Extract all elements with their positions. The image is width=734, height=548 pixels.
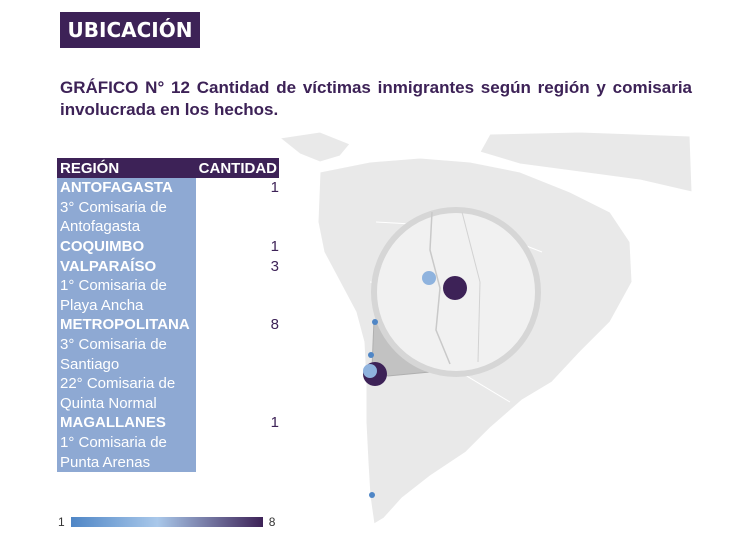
quantity-value: 8: [270, 316, 279, 334]
table-row: ANTOFAGASTA 1: [57, 178, 279, 198]
table-row: VALPARAÍSO 3: [57, 256, 279, 276]
region-name: METROPOLITANA: [57, 315, 196, 335]
table-body: ANTOFAGASTA 1 3° Comisaria de Antofagasta CO…: [57, 178, 279, 472]
region-name: ANTOFAGASTA: [57, 178, 196, 198]
quantity-value: 1: [270, 414, 279, 432]
table-row: 1° Comisaria de: [57, 432, 279, 453]
quantity-value: 1: [270, 238, 279, 256]
bubble-magallanes: [369, 492, 375, 498]
region-name: VALPARAÍSO: [57, 256, 196, 276]
comisaria-name: Quinta Normal: [57, 393, 196, 414]
table-row: Playa Ancha: [57, 295, 279, 316]
header-quantity: CANTIDAD: [198, 159, 277, 177]
region-table: REGIÓN CANTIDAD ANTOFAGASTA 1 3° Comisaria…: [57, 158, 279, 472]
bubble-inset-valparaiso: [422, 271, 436, 285]
quantity-value: 1: [270, 179, 279, 197]
table-row: 22° Comisaria de: [57, 373, 279, 394]
comisaria-name: Antofagasta: [57, 217, 196, 237]
table-row: 1° Comisaria de: [57, 275, 279, 296]
table-row: METROPOLITANA 8: [57, 315, 279, 335]
comisaria-name: 1° Comisaria de: [57, 432, 196, 453]
table-row: 3° Comisaria de: [57, 334, 279, 355]
comisaria-name: 1° Comisaria de: [57, 275, 196, 296]
bubble-antofagasta: [372, 319, 378, 325]
header-region: REGIÓN: [60, 159, 120, 177]
map[interactable]: [280, 132, 692, 530]
quantity-value: 3: [270, 257, 279, 275]
chart-title: GRÁFICO N° 12 Cantidad de víctimas inmig…: [60, 78, 692, 119]
comisaria-name: Playa Ancha: [57, 295, 196, 316]
scale-min-label: 1: [58, 515, 65, 529]
table-row: Antofagasta: [57, 217, 279, 237]
bubble-inset-metropolitana: [443, 276, 467, 300]
bubble-valparaiso: [363, 364, 377, 378]
table-row: Punta Arenas: [57, 452, 279, 472]
table-row: COQUIMBO 1: [57, 236, 279, 257]
region-name: COQUIMBO: [57, 236, 196, 257]
table-header: REGIÓN CANTIDAD: [57, 158, 279, 178]
section-tag: UBICACIÓN: [60, 12, 200, 48]
comisaria-name: 3° Comisaria de: [57, 197, 196, 218]
scale-max-label: 8: [268, 515, 276, 529]
comisaria-name: Santiago: [57, 354, 196, 374]
table-row: Quinta Normal: [57, 393, 279, 414]
table-row: MAGALLANES 1: [57, 413, 279, 433]
comisaria-name: 3° Comisaria de: [57, 334, 196, 355]
inset-border-line: [429, 211, 451, 365]
scale-gradient-bar: [70, 517, 263, 527]
table-row: Santiago: [57, 354, 279, 374]
land-central-america: [280, 132, 351, 163]
inset-border-line-2: [461, 211, 481, 363]
table-row: 3° Comisaria de: [57, 197, 279, 218]
bubble-coquimbo: [368, 352, 374, 358]
color-scale-legend: 1 8: [58, 514, 282, 530]
land-caribbean: [479, 132, 692, 193]
region-name: MAGALLANES: [57, 413, 196, 433]
comisaria-name: 22° Comisaria de: [57, 373, 196, 394]
south-america-map: [280, 132, 692, 525]
comisaria-name: Punta Arenas: [57, 452, 196, 472]
